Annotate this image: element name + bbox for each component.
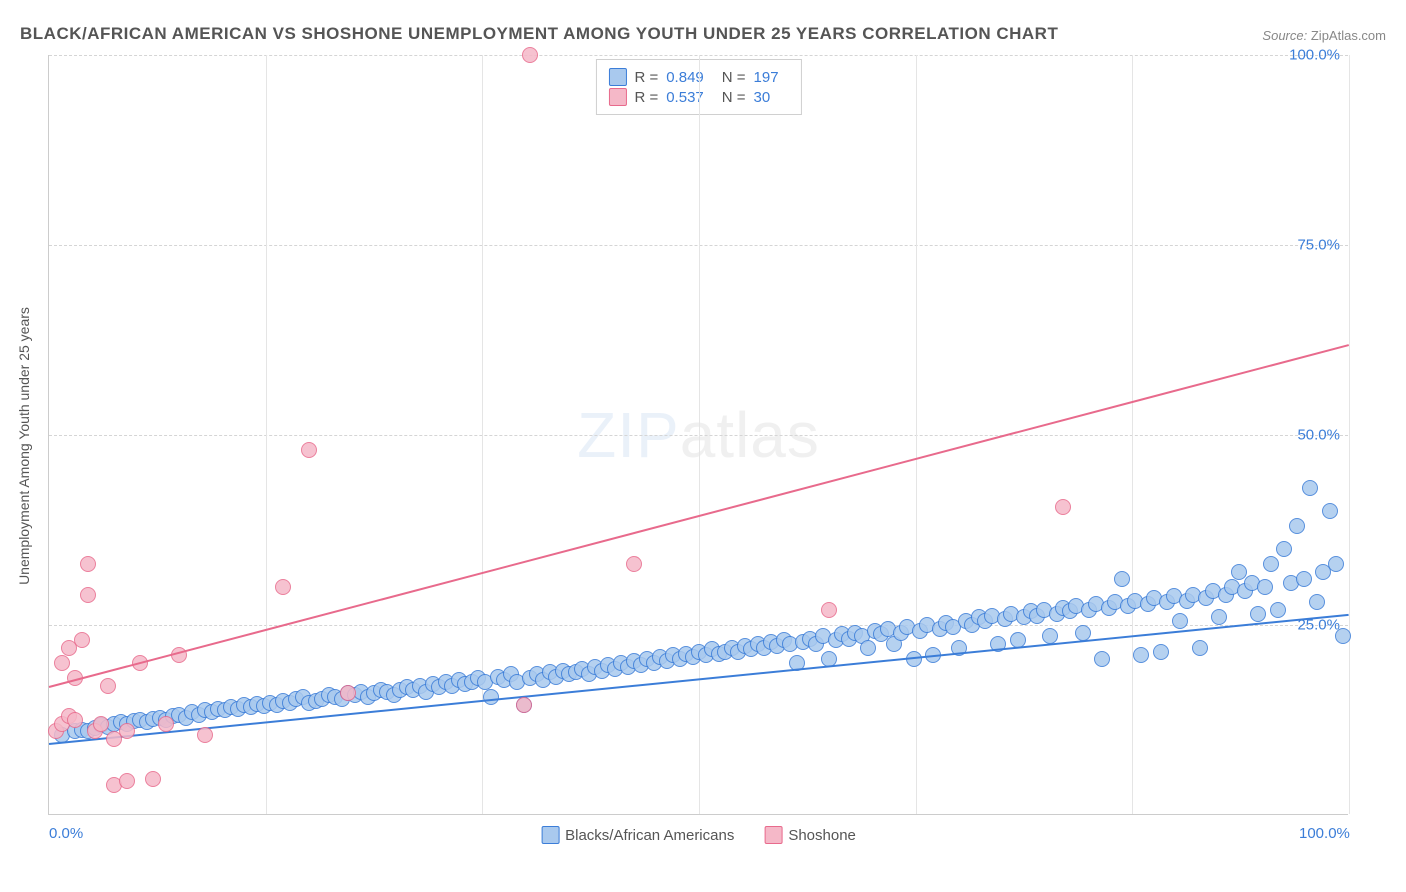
legend-swatch — [608, 68, 626, 86]
scatter-point — [522, 47, 538, 63]
plot-area: ZIPatlas R =0.849N =197R =0.537N =30 Bla… — [48, 55, 1348, 815]
scatter-point — [1250, 606, 1266, 622]
scatter-point — [1257, 579, 1273, 595]
scatter-point — [1302, 480, 1318, 496]
scatter-point — [1133, 647, 1149, 663]
scatter-point — [1328, 556, 1344, 572]
scatter-point — [74, 632, 90, 648]
scatter-point — [1289, 518, 1305, 534]
legend-series-item: Blacks/African Americans — [541, 826, 734, 844]
gridline-v — [916, 55, 917, 814]
gridline-v — [1349, 55, 1350, 814]
scatter-point — [1309, 594, 1325, 610]
legend-swatch — [764, 826, 782, 844]
scatter-point — [80, 556, 96, 572]
legend-series-item: Shoshone — [764, 826, 856, 844]
scatter-point — [158, 716, 174, 732]
legend-swatch — [541, 826, 559, 844]
legend-swatch — [608, 88, 626, 106]
scatter-point — [80, 587, 96, 603]
legend-n-value: 30 — [754, 89, 771, 106]
scatter-point — [1270, 602, 1286, 618]
scatter-point — [1211, 609, 1227, 625]
legend-series: Blacks/African Americans Shoshone — [541, 826, 856, 844]
y-tick-label: 50.0% — [1297, 427, 1340, 444]
legend-r-label: R = — [634, 69, 658, 86]
legend-n-label: N = — [722, 89, 746, 106]
scatter-point — [1231, 564, 1247, 580]
scatter-point — [1153, 644, 1169, 660]
gridline-v — [699, 55, 700, 814]
x-tick-label: 0.0% — [49, 825, 83, 842]
scatter-point — [516, 697, 532, 713]
scatter-point — [119, 773, 135, 789]
scatter-point — [1296, 571, 1312, 587]
scatter-point — [1192, 640, 1208, 656]
legend-series-name: Blacks/African Americans — [565, 827, 734, 844]
scatter-point — [860, 640, 876, 656]
scatter-point — [145, 771, 161, 787]
source-attribution: Source: ZipAtlas.com — [1262, 28, 1386, 43]
scatter-point — [626, 556, 642, 572]
scatter-point — [301, 442, 317, 458]
scatter-point — [1055, 499, 1071, 515]
source-value: ZipAtlas.com — [1311, 28, 1386, 43]
legend-n-label: N = — [722, 69, 746, 86]
scatter-point — [54, 655, 70, 671]
y-tick-label: 100.0% — [1289, 47, 1340, 64]
scatter-point — [821, 602, 837, 618]
scatter-point — [67, 712, 83, 728]
scatter-point — [1335, 628, 1351, 644]
legend-r-label: R = — [634, 89, 658, 106]
scatter-point — [483, 689, 499, 705]
chart-title: BLACK/AFRICAN AMERICAN VS SHOSHONE UNEMP… — [20, 24, 1058, 44]
scatter-point — [100, 678, 116, 694]
scatter-point — [1075, 625, 1091, 641]
x-tick-label: 100.0% — [1299, 825, 1350, 842]
scatter-point — [1322, 503, 1338, 519]
legend-series-name: Shoshone — [788, 827, 856, 844]
chart-container: BLACK/AFRICAN AMERICAN VS SHOSHONE UNEMP… — [0, 0, 1406, 892]
y-tick-label: 75.0% — [1297, 237, 1340, 254]
scatter-point — [275, 579, 291, 595]
y-axis-label: Unemployment Among Youth under 25 years — [16, 307, 32, 585]
gridline-v — [1132, 55, 1133, 814]
scatter-point — [93, 716, 109, 732]
scatter-point — [1172, 613, 1188, 629]
scatter-point — [119, 723, 135, 739]
scatter-point — [1114, 571, 1130, 587]
legend-n-value: 197 — [754, 69, 779, 86]
scatter-point — [1276, 541, 1292, 557]
scatter-point — [1094, 651, 1110, 667]
scatter-point — [1263, 556, 1279, 572]
scatter-point — [197, 727, 213, 743]
source-label: Source: — [1262, 28, 1307, 43]
scatter-point — [340, 685, 356, 701]
